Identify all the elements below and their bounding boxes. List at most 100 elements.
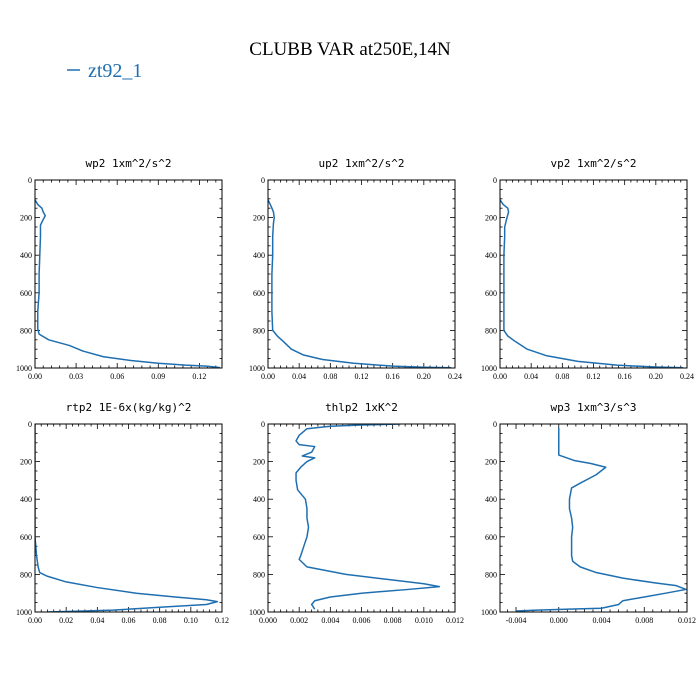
y-tick-label: 400 [485,495,497,504]
x-tick-label: 0.00 [493,372,507,381]
y-tick-label: 600 [485,533,497,542]
panel-4: rtp2 1E-6x(kg/kg)^2 0 200 400 600 800 10000.00… [16,401,229,625]
x-tick-label: 0.12 [192,372,206,381]
series-line [515,427,687,612]
x-tick-label: 0.03 [69,372,83,381]
x-tick-label: 0.20 [417,372,431,381]
panel-6: wp3 1xm^3/s^3 0 200 400 600 800 1000 -0.004 0.00… [481,401,696,625]
plot-frame [34,179,223,369]
y-tick-label: 0 [493,176,497,185]
x-tick-label: 0.02 [59,616,73,625]
y-tick-label: 400 [253,495,265,504]
y-tick-label: 1000 [481,608,497,617]
series-line [500,199,684,368]
y-tick-label: 200 [485,214,497,223]
y-tick-label: 800 [253,570,265,579]
x-tick-label: 0.06 [110,372,124,381]
y-tick-label: 200 [253,214,265,223]
x-tick-label: 0.012 [446,616,464,625]
y-tick-label: 0 [261,176,265,185]
x-tick-label: 0.04 [292,372,306,381]
x-tick-label: 0.010 [415,616,433,625]
y-tick-label: 600 [253,533,265,542]
y-tick-label: 800 [253,326,265,335]
y-tick-label: 400 [20,495,32,504]
legend-label: zt92_1 [88,60,142,82]
legend: zt92_1 [67,60,142,82]
panel-title: rtp2 1E-6x(kg/kg)^2 [66,401,192,414]
y-tick-label: 200 [253,458,265,467]
y-tick-label: 800 [485,326,497,335]
plot-frame [267,423,456,613]
y-tick-label: 800 [20,326,32,335]
x-tick-label: 0.00 [28,616,42,625]
x-tick-label: 0.24 [680,372,694,381]
x-tick-label: 0.012 [678,616,696,625]
y-tick-label: 400 [20,251,32,260]
x-tick-label: 0.008 [635,616,653,625]
y-tick-label: 400 [485,251,497,260]
y-tick-label: 0 [493,420,497,429]
panel-title: vp2 1xm^2/s^2 [550,157,636,170]
figure-title: CLUBB VAR at250E,14N [249,39,451,60]
panel-title: up2 1xm^2/s^2 [318,157,404,170]
x-tick-label: 0.16 [386,372,400,381]
panel-title: wp2 1xm^2/s^2 [85,157,171,170]
plot-frame [267,179,456,369]
y-tick-label: 600 [20,533,32,542]
y-tick-label: 0 [28,176,32,185]
x-tick-label: 0.20 [649,372,663,381]
y-tick-label: 1000 [249,608,265,617]
series-line [268,199,452,368]
series-line [295,424,441,610]
series-line [35,424,219,612]
x-tick-label: 0.04 [524,372,538,381]
y-tick-label: 1000 [481,364,497,373]
x-tick-label: 0.08 [323,372,337,381]
y-tick-label: 0 [28,420,32,429]
plot-frame [499,179,688,369]
x-tick-label: 0.000 [259,616,277,625]
panel-title: wp3 1xm^3/s^3 [550,401,636,414]
x-tick-label: 0.004 [593,616,611,625]
y-tick-label: 200 [485,458,497,467]
y-tick-label: 600 [485,289,497,298]
x-tick-label: 0.002 [290,616,308,625]
x-tick-label: 0.000 [550,616,568,625]
y-tick-label: 200 [20,214,32,223]
x-tick-label: 0.008 [384,616,402,625]
x-tick-label: 0.12 [587,372,601,381]
x-tick-label: 0.006 [353,616,371,625]
y-tick-label: 400 [253,251,265,260]
y-tick-label: 800 [20,570,32,579]
x-tick-label: 0.06 [122,616,136,625]
x-tick-label: 0.12 [355,372,369,381]
series-line [35,199,221,368]
x-tick-label: 0.08 [555,372,569,381]
y-tick-label: 1000 [16,608,32,617]
x-tick-label: 0.08 [153,616,167,625]
y-tick-label: 0 [261,420,265,429]
x-tick-label: 0.00 [28,372,42,381]
x-tick-label: 0.004 [321,616,339,625]
x-tick-label: 0.24 [448,372,462,381]
plot-frame [34,423,223,613]
y-tick-label: 600 [20,289,32,298]
y-tick-label: 800 [485,570,497,579]
x-tick-label: 0.09 [151,372,165,381]
x-tick-label: 0.00 [261,372,275,381]
y-tick-label: 200 [20,458,32,467]
y-tick-label: 1000 [16,364,32,373]
plot-frame [499,423,688,613]
y-tick-label: 600 [253,289,265,298]
panel-title: thlp2 1xK^2 [325,401,398,414]
x-tick-label: 0.12 [215,616,229,625]
x-tick-label: 0.04 [90,616,104,625]
x-tick-label: 0.10 [184,616,198,625]
